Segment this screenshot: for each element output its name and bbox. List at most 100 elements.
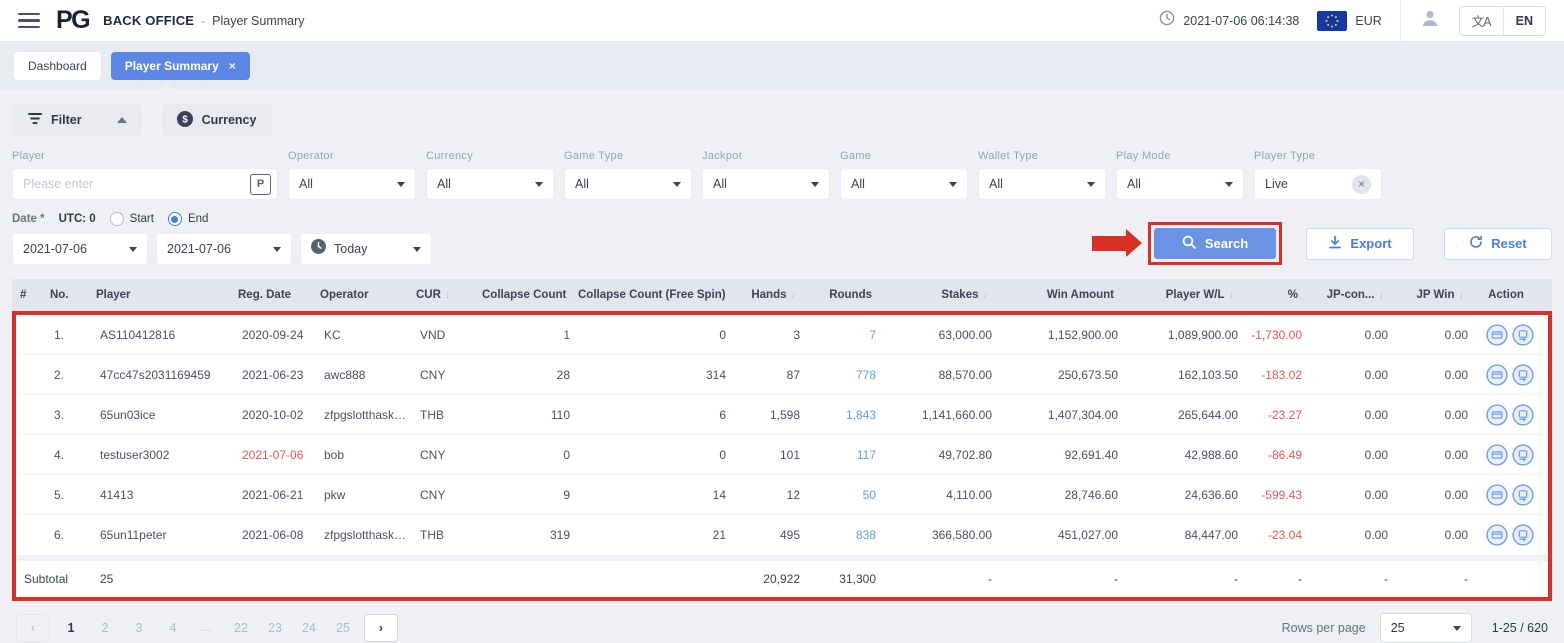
user-icon[interactable]	[1419, 7, 1441, 34]
game-type-select[interactable]: All	[564, 168, 692, 200]
action-buttons: Search Export Reset	[1092, 222, 1552, 265]
rounds-cell[interactable]: 838	[812, 528, 888, 542]
player-lookup-button[interactable]: P	[250, 174, 271, 195]
close-icon[interactable]: ×	[229, 59, 236, 73]
column-header-: %	[1246, 289, 1310, 301]
page-button-24[interactable]: 24	[296, 614, 322, 642]
end-radio[interactable]: End	[168, 212, 208, 226]
action-cell	[1480, 524, 1540, 546]
search-button[interactable]: Search	[1154, 228, 1276, 259]
jp-win-cell: 0.00	[1400, 528, 1480, 542]
transfer-icon[interactable]	[1512, 524, 1534, 546]
filter-toggle-button[interactable]: Filter	[12, 104, 143, 136]
field-label: Game Type	[564, 150, 692, 162]
table-row: 3.65un03ice2020-10-02zfpgslotthaskme...T…	[16, 395, 1548, 435]
language-value[interactable]: EN	[1503, 7, 1545, 35]
transfer-icon[interactable]	[1512, 404, 1534, 426]
tab-player-summary[interactable]: Player Summary ×	[111, 52, 250, 80]
reg-date-cell: 2020-09-24	[234, 328, 316, 342]
transfer-icon[interactable]	[1512, 444, 1534, 466]
card-icon[interactable]	[1486, 524, 1508, 546]
column-label: Player	[96, 289, 131, 301]
chevron-down-icon	[673, 182, 681, 187]
subtotal-player-wl: -	[1130, 572, 1250, 586]
subtotal-stakes: -	[888, 572, 1004, 586]
sort-down-icon[interactable]: ↓	[1229, 289, 1235, 301]
column-label: Collapse Count	[482, 289, 566, 301]
page-button-1[interactable]: 1	[58, 614, 84, 642]
jp-con-cell: 0.00	[1314, 408, 1400, 422]
sort-down-icon[interactable]: ↓	[1379, 289, 1385, 301]
no-cell: 2.	[46, 368, 92, 382]
sort-down-icon[interactable]: ↓	[445, 289, 451, 301]
column-header-jp-win: JP Win↓	[1396, 289, 1476, 301]
translate-icon[interactable]: 文A	[1460, 7, 1503, 35]
select-value: All	[1127, 177, 1225, 191]
export-button[interactable]: Export	[1306, 228, 1414, 260]
menu-icon[interactable]	[18, 13, 40, 29]
page-button-25[interactable]: 25	[330, 614, 356, 642]
chevron-down-icon	[129, 247, 137, 252]
eu-flag-icon[interactable]	[1317, 11, 1347, 31]
player-type-select[interactable]: Live×	[1254, 168, 1382, 200]
column-label: Rounds	[829, 289, 872, 301]
card-icon[interactable]	[1486, 484, 1508, 506]
page-button-2[interactable]: 2	[92, 614, 118, 642]
language-switcher[interactable]: 文A EN	[1459, 6, 1546, 36]
rounds-cell[interactable]: 7	[812, 328, 888, 342]
prev-page-button[interactable]: ‹	[16, 614, 50, 642]
cur-cell: VND	[412, 328, 486, 342]
table-row: 6.65un11peter2021-06-08zfpgslotthaskme..…	[16, 515, 1548, 555]
date-quick-select[interactable]: Today	[300, 233, 432, 265]
game-select[interactable]: All	[840, 168, 968, 200]
column-label: Collapse Count (Free Spin)	[578, 289, 726, 301]
page-button-4[interactable]: 4	[160, 614, 186, 642]
transfer-icon[interactable]	[1512, 484, 1534, 506]
page-button-23[interactable]: 23	[262, 614, 288, 642]
card-icon[interactable]	[1486, 364, 1508, 386]
card-icon[interactable]	[1486, 324, 1508, 346]
player-input[interactable]	[13, 169, 250, 199]
rounds-cell[interactable]: 1,843	[812, 408, 888, 422]
transfer-icon[interactable]	[1512, 364, 1534, 386]
play-mode-select[interactable]: All	[1116, 168, 1244, 200]
stakes-cell: 4,110.00	[888, 488, 1004, 502]
next-page-button[interactable]: ›	[364, 614, 398, 642]
chevron-down-icon	[397, 182, 405, 187]
column-header-rounds: Rounds	[808, 289, 884, 301]
start-radio[interactable]: Start	[110, 212, 154, 226]
rounds-cell[interactable]: 117	[812, 448, 888, 462]
chevron-down-icon	[811, 182, 819, 187]
dollar-circle-icon: $	[177, 111, 193, 130]
jp-win-cell: 0.00	[1400, 448, 1480, 462]
reset-button[interactable]: Reset	[1444, 228, 1552, 260]
page-button-3[interactable]: 3	[126, 614, 152, 642]
card-icon[interactable]	[1486, 404, 1508, 426]
clear-icon[interactable]: ×	[1352, 175, 1371, 194]
card-icon[interactable]	[1486, 444, 1508, 466]
sort-down-icon[interactable]: ↓	[791, 289, 797, 301]
rounds-cell[interactable]: 778	[812, 368, 888, 382]
date-label: Date *	[12, 213, 45, 225]
rows-per-page-select[interactable]: 25	[1380, 613, 1472, 643]
date-from-select[interactable]: 2021-07-06	[12, 233, 148, 265]
top-bar-right: 2021-07-06 06:14:38 EUR 文A EN	[1159, 0, 1546, 42]
operator-select[interactable]: All	[288, 168, 416, 200]
pagination: ‹1234…22232425›	[16, 614, 398, 642]
jackpot-select[interactable]: All	[702, 168, 830, 200]
wallet-type-select[interactable]: All	[978, 168, 1106, 200]
tab-dashboard[interactable]: Dashboard	[14, 52, 101, 80]
rounds-cell[interactable]: 50	[812, 488, 888, 502]
currency-button[interactable]: $ Currency	[161, 104, 273, 136]
top-bar: PG BACK OFFICE - Player Summary 2021-07-…	[0, 0, 1564, 42]
date-to-select[interactable]: 2021-07-06	[156, 233, 292, 265]
cur-cell: CNY	[412, 488, 486, 502]
sort-down-icon[interactable]: ↓	[983, 289, 989, 301]
sort-down-icon[interactable]: ↓	[1459, 289, 1465, 301]
pct-cell: -23.04	[1250, 528, 1314, 542]
jp-win-cell: 0.00	[1400, 408, 1480, 422]
currency-select[interactable]: All	[426, 168, 554, 200]
transfer-icon[interactable]	[1512, 324, 1534, 346]
page-button-22[interactable]: 22	[228, 614, 254, 642]
currency-label[interactable]: EUR	[1355, 14, 1381, 28]
